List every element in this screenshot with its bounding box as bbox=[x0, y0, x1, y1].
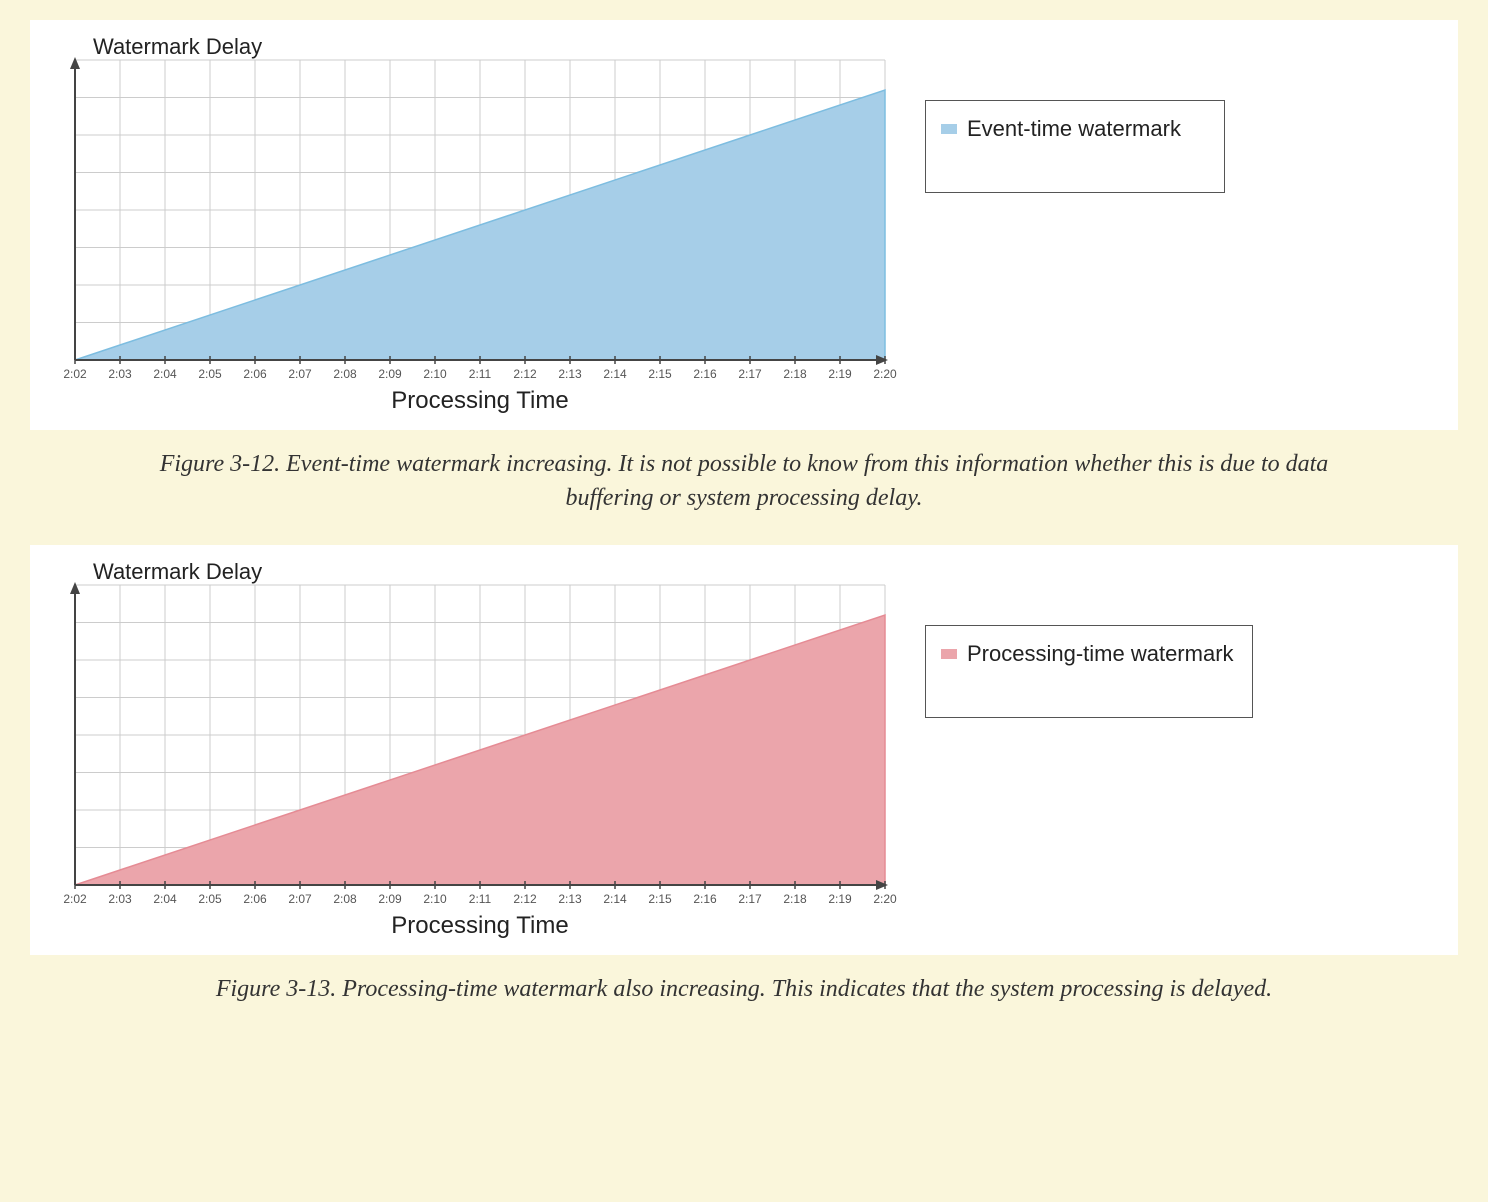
svg-text:2:17: 2:17 bbox=[738, 367, 762, 381]
svg-text:2:05: 2:05 bbox=[198, 367, 222, 381]
watermark-chart: 2:02 2:03 2:04 2:05 2:06 2:07 2:08 2:09 2:10 2:11… bbox=[45, 30, 905, 420]
svg-text:2:13: 2:13 bbox=[558, 892, 582, 906]
svg-text:2:12: 2:12 bbox=[513, 892, 537, 906]
svg-text:2:08: 2:08 bbox=[333, 892, 357, 906]
svg-text:2:10: 2:10 bbox=[423, 892, 447, 906]
svg-text:2:14: 2:14 bbox=[603, 892, 627, 906]
svg-text:2:11: 2:11 bbox=[469, 367, 492, 381]
svg-text:2:16: 2:16 bbox=[693, 892, 717, 906]
svg-text:2:03: 2:03 bbox=[108, 892, 132, 906]
legend-swatch bbox=[941, 649, 957, 659]
legend-label: Event-time watermark bbox=[967, 116, 1181, 142]
svg-text:2:05: 2:05 bbox=[198, 892, 222, 906]
svg-text:2:06: 2:06 bbox=[243, 367, 267, 381]
figure-caption: Figure 3-13. Processing-time watermark a… bbox=[144, 973, 1344, 1007]
x-axis-title: Processing Time bbox=[391, 387, 568, 414]
svg-text:2:15: 2:15 bbox=[648, 892, 672, 906]
chart-legend: Processing-time watermark bbox=[925, 625, 1253, 718]
svg-text:2:16: 2:16 bbox=[693, 367, 717, 381]
figure-block: 2:02 2:03 2:04 2:05 2:06 2:07 2:08 2:09 2:10 2:11… bbox=[30, 20, 1458, 515]
figure-block: 2:02 2:03 2:04 2:05 2:06 2:07 2:08 2:09 2:10 2:11… bbox=[30, 545, 1458, 1007]
svg-text:2:02: 2:02 bbox=[63, 367, 87, 381]
figure-caption: Figure 3-12. Event-time watermark increa… bbox=[144, 448, 1344, 515]
svg-text:2:09: 2:09 bbox=[378, 367, 402, 381]
y-axis-title: Watermark Delay bbox=[93, 34, 262, 59]
svg-text:2:18: 2:18 bbox=[783, 892, 807, 906]
svg-text:2:03: 2:03 bbox=[108, 367, 132, 381]
svg-text:2:10: 2:10 bbox=[423, 367, 447, 381]
svg-text:2:04: 2:04 bbox=[153, 367, 177, 381]
svg-text:2:20: 2:20 bbox=[873, 892, 897, 906]
svg-text:2:15: 2:15 bbox=[648, 367, 672, 381]
svg-text:2:02: 2:02 bbox=[63, 892, 87, 906]
watermark-chart: 2:02 2:03 2:04 2:05 2:06 2:07 2:08 2:09 2:10 2:11… bbox=[45, 555, 905, 945]
chart-row: 2:02 2:03 2:04 2:05 2:06 2:07 2:08 2:09 2:10 2:11… bbox=[30, 20, 1458, 430]
svg-text:2:19: 2:19 bbox=[828, 367, 852, 381]
svg-text:2:18: 2:18 bbox=[783, 367, 807, 381]
x-axis-title: Processing Time bbox=[391, 912, 568, 939]
svg-text:2:08: 2:08 bbox=[333, 367, 357, 381]
svg-text:2:06: 2:06 bbox=[243, 892, 267, 906]
svg-text:2:07: 2:07 bbox=[288, 367, 312, 381]
svg-text:2:17: 2:17 bbox=[738, 892, 762, 906]
legend-swatch bbox=[941, 124, 957, 134]
legend-label: Processing-time watermark bbox=[967, 641, 1234, 667]
svg-text:2:14: 2:14 bbox=[603, 367, 627, 381]
svg-text:2:04: 2:04 bbox=[153, 892, 177, 906]
svg-text:2:11: 2:11 bbox=[469, 892, 492, 906]
chart-container: 2:02 2:03 2:04 2:05 2:06 2:07 2:08 2:09 2:10 2:11… bbox=[45, 30, 905, 425]
chart-container: 2:02 2:03 2:04 2:05 2:06 2:07 2:08 2:09 2:10 2:11… bbox=[45, 555, 905, 950]
svg-text:2:20: 2:20 bbox=[873, 367, 897, 381]
chart-legend: Event-time watermark bbox=[925, 100, 1225, 193]
y-axis-title: Watermark Delay bbox=[93, 559, 262, 584]
svg-text:2:09: 2:09 bbox=[378, 892, 402, 906]
svg-text:2:13: 2:13 bbox=[558, 367, 582, 381]
svg-text:2:12: 2:12 bbox=[513, 367, 537, 381]
svg-text:2:07: 2:07 bbox=[288, 892, 312, 906]
chart-row: 2:02 2:03 2:04 2:05 2:06 2:07 2:08 2:09 2:10 2:11… bbox=[30, 545, 1458, 955]
svg-text:2:19: 2:19 bbox=[828, 892, 852, 906]
